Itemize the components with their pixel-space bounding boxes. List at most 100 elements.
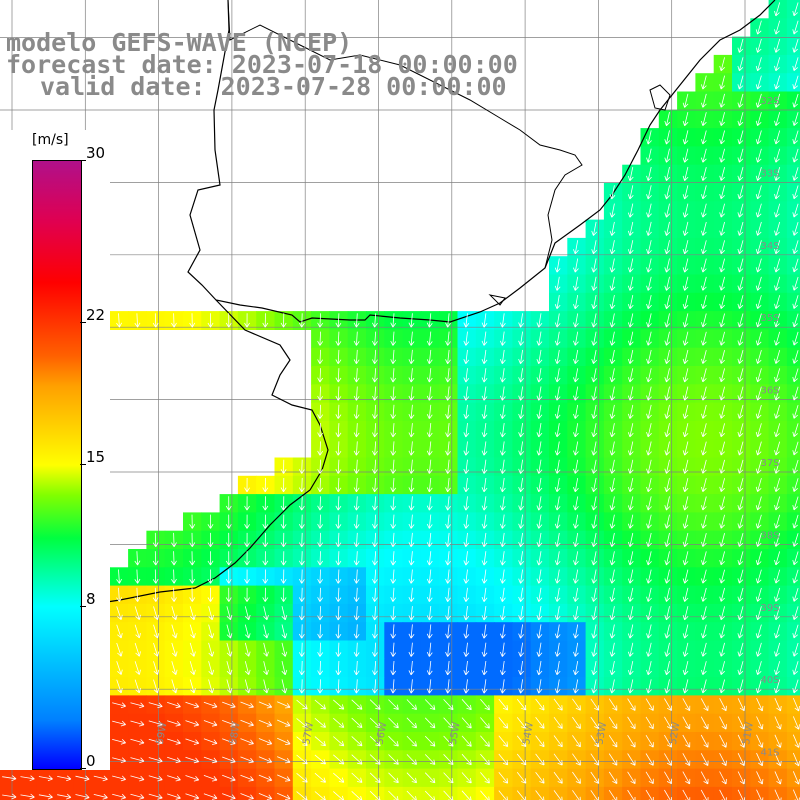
wind-cell — [567, 786, 587, 800]
wind-arrow — [646, 240, 652, 255]
wind-arrow — [664, 203, 671, 218]
wind-arrow — [573, 276, 579, 291]
wind-arrow — [317, 587, 324, 602]
wind-arrow — [390, 368, 397, 383]
wind-arrow — [353, 349, 360, 365]
wind-arrow — [445, 423, 451, 438]
wind-arrow — [226, 606, 233, 621]
wind-arrow — [463, 404, 470, 419]
wind-arrow — [701, 661, 707, 675]
wind-arrow — [463, 459, 470, 474]
lat-label: 41S — [760, 748, 779, 759]
wind-arrow — [755, 349, 762, 364]
coastline-path — [187, 0, 776, 323]
wind-cell — [329, 786, 349, 800]
wind-arrow — [737, 423, 744, 438]
wind-arrow — [701, 606, 707, 621]
wind-arrow — [737, 203, 744, 218]
wind-arrow — [244, 679, 251, 694]
wind-arrow — [171, 606, 178, 621]
lake — [488, 294, 506, 306]
wind-arrow — [426, 477, 433, 493]
wind-arrow — [609, 587, 616, 602]
wind-arrow — [372, 624, 378, 639]
wind-arrow — [664, 624, 671, 639]
wind-arrow — [263, 606, 269, 621]
wind-arrow — [134, 606, 141, 621]
wind-cell — [622, 786, 642, 800]
wind-arrow — [499, 532, 506, 548]
wind-arrow — [335, 331, 342, 346]
wind-arrow — [646, 331, 652, 346]
wind-arrow — [244, 661, 251, 675]
wind-arrow — [646, 459, 652, 474]
wind-arrow — [682, 404, 689, 419]
lat-label: 40S — [760, 675, 779, 686]
wind-arrow — [553, 735, 563, 748]
wind-arrow — [167, 775, 181, 782]
wind-arrow — [461, 717, 472, 729]
wind-arrow — [481, 386, 488, 401]
wind-arrow — [737, 642, 744, 657]
wind-arrow — [317, 496, 324, 511]
wind-arrow — [554, 551, 561, 566]
wind-arrow — [646, 404, 652, 419]
wind-arrow — [774, 771, 782, 785]
wind-arrow — [317, 606, 324, 621]
wind-arrow — [445, 368, 451, 383]
wind-arrow — [499, 660, 506, 676]
wind-arrow — [408, 441, 415, 456]
wind-arrow — [609, 313, 616, 328]
wind-arrow — [554, 606, 561, 621]
wind-arrow — [148, 702, 163, 709]
wind-arrow — [792, 496, 799, 511]
wind-arrow — [536, 587, 543, 602]
wind-arrow — [369, 772, 381, 783]
wind-arrow — [189, 679, 196, 694]
wind-arrow — [609, 276, 616, 291]
wind-arrow — [701, 532, 707, 547]
wind-arrow — [353, 404, 360, 419]
wind-arrow — [148, 720, 163, 727]
wind-arrow — [573, 624, 579, 639]
wind-arrow — [445, 587, 451, 602]
wind-arrow — [443, 790, 454, 800]
wind-arrow — [774, 185, 781, 200]
wind-arrow — [481, 477, 488, 493]
wind-arrow — [225, 514, 232, 529]
lat-label: 36S — [760, 386, 779, 397]
wind-arrow — [646, 569, 652, 584]
wind-arrow — [353, 477, 360, 493]
wind-arrow — [554, 496, 561, 511]
wind-arrow — [774, 404, 781, 419]
wind-arrow — [755, 75, 762, 90]
wind-arrow — [627, 642, 634, 657]
wind-arrow — [369, 717, 381, 729]
wind-arrow — [222, 738, 236, 745]
wind-arrow — [499, 331, 506, 346]
wind-arrow — [664, 404, 671, 419]
wind-arrow — [573, 240, 579, 255]
wind-arrow — [774, 642, 781, 657]
wind-arrow — [445, 514, 451, 529]
wind-arrow — [498, 735, 509, 747]
wind-arrow — [222, 701, 236, 709]
title-model: modelo GEFS-WAVE (NCEP) — [6, 28, 353, 57]
wind-arrow — [518, 587, 525, 602]
wind-arrow — [737, 606, 744, 621]
wind-arrow — [682, 368, 689, 383]
wind-arrow — [646, 276, 652, 291]
wind-arrow — [390, 660, 397, 676]
wind-arrow — [792, 551, 799, 566]
wind-arrow — [591, 221, 598, 236]
wind-arrow — [372, 606, 378, 621]
colorbar — [32, 160, 82, 770]
lagoon — [649, 84, 671, 111]
wind-arrow — [554, 624, 561, 639]
wind-arrow — [554, 295, 561, 310]
wind-arrow — [335, 386, 342, 401]
wind-arrow — [518, 477, 525, 493]
wind-arrow — [755, 148, 762, 163]
colorbar-tick — [80, 605, 86, 607]
